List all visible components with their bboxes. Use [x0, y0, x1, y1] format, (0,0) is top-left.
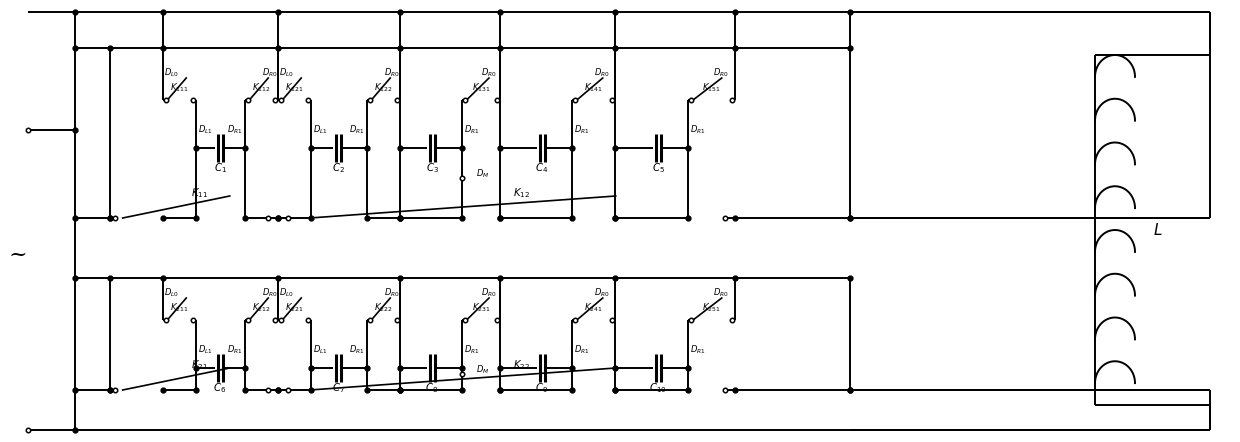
Text: $D_{R1}$: $D_{R1}$ — [574, 344, 590, 356]
Text: $D_{R1}$: $D_{R1}$ — [227, 124, 243, 136]
Text: $D_{R0}$: $D_{R0}$ — [262, 67, 278, 79]
Text: $C_3$: $C_3$ — [425, 161, 439, 175]
Text: $K_{112}$: $K_{112}$ — [252, 82, 270, 94]
Text: $D_{L1}$: $D_{L1}$ — [198, 344, 213, 356]
Text: $D_{R0}$: $D_{R0}$ — [481, 287, 496, 299]
Text: $D_{L0}$: $D_{L0}$ — [279, 287, 294, 299]
Text: $K_{121}$: $K_{121}$ — [285, 82, 304, 94]
Text: $D_{R0}$: $D_{R0}$ — [713, 67, 729, 79]
Text: $D_{L0}$: $D_{L0}$ — [279, 67, 294, 79]
Text: $C_9$: $C_9$ — [536, 381, 548, 395]
Text: $K_{141}$: $K_{141}$ — [584, 82, 603, 94]
Text: $D_{L0}$: $D_{L0}$ — [164, 287, 179, 299]
Text: $D_{R1}$: $D_{R1}$ — [350, 344, 365, 356]
Text: $D_{R1}$: $D_{R1}$ — [464, 344, 480, 356]
Text: $K_{131}$: $K_{131}$ — [471, 82, 491, 94]
Text: $D_{R0}$: $D_{R0}$ — [384, 287, 399, 299]
Text: $D_{R1}$: $D_{R1}$ — [574, 124, 590, 136]
Text: $K_{151}$: $K_{151}$ — [702, 82, 720, 94]
Text: $C_7$: $C_7$ — [331, 381, 345, 395]
Text: $K_{21}$: $K_{21}$ — [191, 358, 208, 372]
Text: $K_{122}$: $K_{122}$ — [374, 82, 393, 94]
Text: $K_{111}$: $K_{111}$ — [170, 82, 188, 94]
Text: $D_{L1}$: $D_{L1}$ — [198, 124, 213, 136]
Text: $K_{11}$: $K_{11}$ — [191, 186, 208, 200]
Text: ~: ~ — [9, 244, 27, 266]
Text: $D_{R0}$: $D_{R0}$ — [384, 67, 399, 79]
Text: $C_1$: $C_1$ — [213, 161, 227, 175]
Text: $D_{R1}$: $D_{R1}$ — [227, 344, 243, 356]
Text: $D_{R1}$: $D_{R1}$ — [689, 344, 706, 356]
Text: $C_6$: $C_6$ — [213, 381, 227, 395]
Text: $C_5$: $C_5$ — [651, 161, 665, 175]
Text: $K_{211}$: $K_{211}$ — [170, 302, 188, 314]
Text: $D_{L0}$: $D_{L0}$ — [164, 67, 179, 79]
Text: $C_4$: $C_4$ — [536, 161, 548, 175]
Text: $K_{241}$: $K_{241}$ — [584, 302, 603, 314]
Text: $C_8$: $C_8$ — [425, 381, 439, 395]
Text: $D_M$: $D_M$ — [476, 168, 490, 180]
Text: $K_{22}$: $K_{22}$ — [513, 358, 529, 372]
Text: $K_{221}$: $K_{221}$ — [285, 302, 304, 314]
Text: $D_M$: $D_M$ — [476, 364, 490, 376]
Text: $C_{10}$: $C_{10}$ — [650, 381, 667, 395]
Text: $D_{R1}$: $D_{R1}$ — [350, 124, 365, 136]
Text: $D_{L1}$: $D_{L1}$ — [312, 124, 327, 136]
Text: $D_{R0}$: $D_{R0}$ — [481, 67, 496, 79]
Text: $D_{R0}$: $D_{R0}$ — [594, 287, 610, 299]
Text: $C_2$: $C_2$ — [331, 161, 345, 175]
Text: $K_{251}$: $K_{251}$ — [702, 302, 720, 314]
Text: $K_{222}$: $K_{222}$ — [374, 302, 393, 314]
Text: $D_{R0}$: $D_{R0}$ — [594, 67, 610, 79]
Text: $D_{R1}$: $D_{R1}$ — [689, 124, 706, 136]
Text: $D_{L1}$: $D_{L1}$ — [312, 344, 327, 356]
Text: $D_{R0}$: $D_{R0}$ — [713, 287, 729, 299]
Text: $L$: $L$ — [1153, 222, 1163, 238]
Text: $D_{R0}$: $D_{R0}$ — [262, 287, 278, 299]
Text: $K_{231}$: $K_{231}$ — [471, 302, 491, 314]
Text: $K_{12}$: $K_{12}$ — [513, 186, 529, 200]
Text: $K_{212}$: $K_{212}$ — [252, 302, 270, 314]
Text: $D_{R1}$: $D_{R1}$ — [464, 124, 480, 136]
